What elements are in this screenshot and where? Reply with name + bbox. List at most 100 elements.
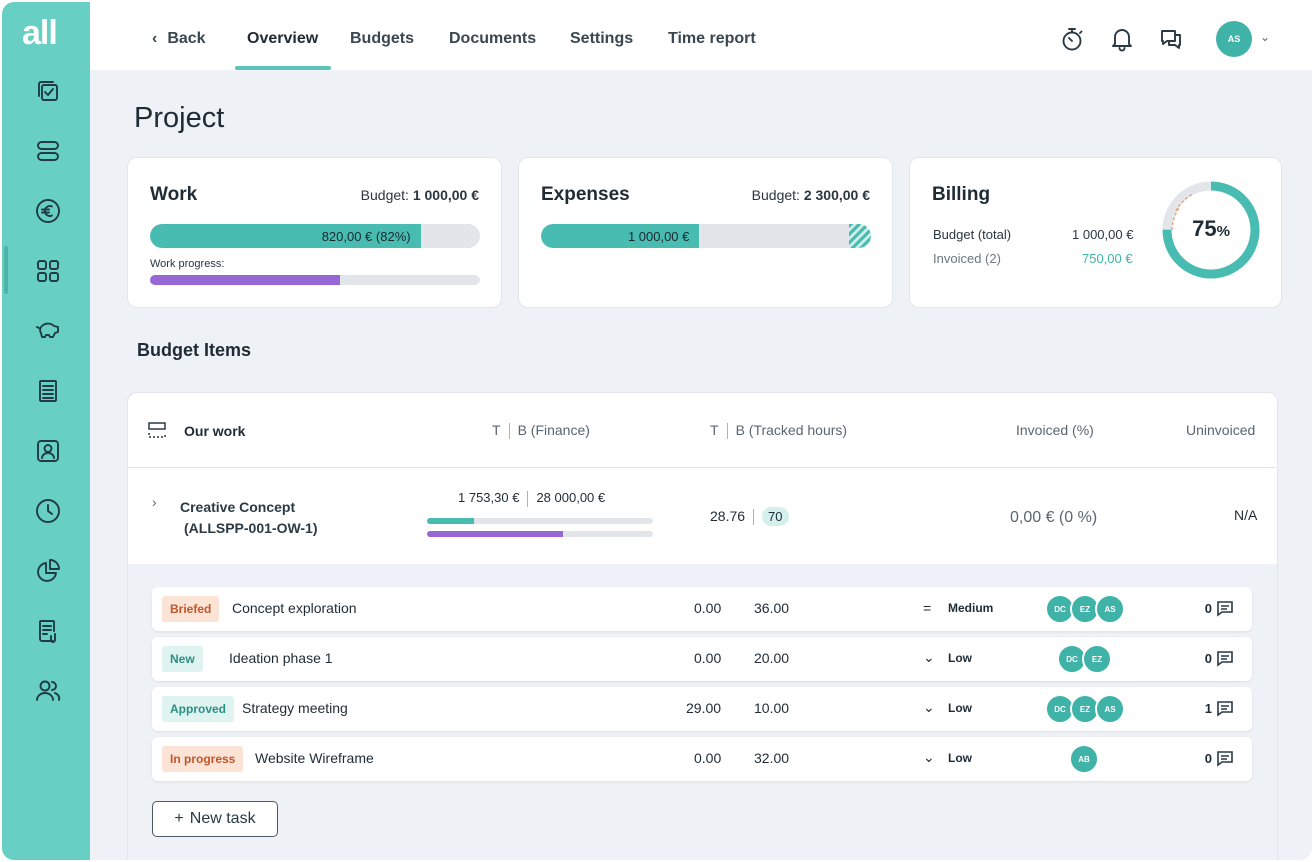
budget-item-name[interactable]: Creative Concept (ALLSPP-001-OW-1) — [180, 499, 318, 536]
sidebar-active-indicator — [4, 246, 8, 294]
chat-icon[interactable] — [1158, 26, 1184, 52]
comments[interactable]: 0 — [1205, 649, 1234, 667]
page-title: Project — [134, 102, 225, 134]
billing-donut — [1162, 181, 1260, 279]
work-progress-fill — [150, 275, 340, 285]
budget-items-title: Budget Items — [137, 340, 252, 360]
task-row[interactable]: Briefed Concept exploration 0.00 36.00 =… — [152, 587, 1252, 631]
billing-title: Billing — [932, 184, 991, 205]
back-button[interactable]: ‹ Back — [152, 30, 206, 47]
task-priority[interactable]: Low — [948, 651, 972, 665]
task-priority[interactable]: Low — [948, 751, 972, 765]
task-list: Briefed Concept exploration 0.00 36.00 =… — [128, 564, 1277, 860]
users-icon[interactable] — [33, 676, 63, 706]
chevron-down-icon[interactable]: ⌄ — [1260, 30, 1271, 44]
comment-icon — [1217, 701, 1233, 717]
billing-budget-value: 1 000,00 € — [1072, 227, 1134, 242]
budget-item-invoiced: 0,00 € (0 %) — [1010, 509, 1098, 526]
expenses-budget-bar: 1 000,00 € — [541, 224, 871, 248]
sidebar: all — [2, 2, 90, 860]
assignee-avatar[interactable]: AB — [1069, 744, 1099, 774]
task-tracked: 29.00 — [686, 700, 722, 716]
work-progress-bar — [150, 275, 480, 285]
col-invoiced: Invoiced (%) — [1016, 422, 1094, 438]
budget-item-uninvoiced: N/A — [1234, 507, 1258, 523]
assignee-avatar[interactable]: EZ — [1082, 644, 1112, 674]
projects-icon[interactable] — [33, 136, 63, 166]
billing-budget-label: Budget (total) — [933, 227, 1012, 242]
tab-documents[interactable]: Documents — [449, 30, 537, 47]
task-priority[interactable]: Medium — [948, 601, 994, 615]
dashboard-grid-icon[interactable] — [33, 256, 63, 286]
billing-invoiced-label: Invoiced (2) — [933, 251, 1001, 266]
stopwatch-icon[interactable] — [1059, 26, 1085, 52]
tab-settings[interactable]: Settings — [570, 30, 634, 47]
expenses-budget-fill: 1 000,00 € — [541, 224, 700, 248]
invoice-icon[interactable] — [33, 616, 63, 646]
priority-medium-icon: = — [923, 600, 932, 616]
piggy-bank-icon[interactable] — [33, 316, 63, 346]
task-tracked: 0.00 — [694, 750, 722, 766]
task-name[interactable]: Website Wireframe — [255, 750, 374, 766]
plus-icon: + — [174, 810, 184, 827]
contact-card-icon[interactable] — [33, 436, 63, 466]
active-tab-indicator — [235, 66, 331, 70]
new-task-button[interactable]: + New task — [152, 801, 278, 837]
work-progress-label: Work progress: — [150, 258, 225, 270]
task-priority[interactable]: Low — [948, 701, 972, 715]
tasks-icon[interactable] — [33, 76, 63, 106]
task-name[interactable]: Strategy meeting — [242, 700, 348, 716]
finance-bar-fill — [427, 518, 475, 524]
ledger-icon[interactable] — [33, 376, 63, 406]
billing-percent: 75% — [1192, 216, 1230, 241]
app-logo[interactable]: all — [22, 14, 58, 52]
comments[interactable]: 1 — [1205, 699, 1234, 717]
budget-item-finance: 1 753,30 €28 000,00 € — [458, 490, 606, 507]
comments[interactable]: 0 — [1205, 599, 1234, 617]
assignee-avatar[interactable]: AS — [1095, 594, 1125, 624]
work-budget: Budget: 1 000,00 € — [360, 187, 479, 203]
budget-item-row[interactable]: › Creative Concept (ALLSPP-001-OW-1) 1 7… — [128, 468, 1277, 564]
work-budget-bar: 820,00 € (82%) — [150, 224, 480, 248]
divider — [753, 509, 755, 526]
comment-icon — [1217, 751, 1233, 767]
tab-time-report[interactable]: Time report — [668, 30, 756, 47]
priority-low-icon: ⌄ — [923, 699, 935, 715]
expenses-card: Expenses Budget: 2 300,00 € 1 000,00 € — [518, 157, 893, 308]
task-tracked: 0.00 — [694, 600, 722, 616]
pie-chart-icon[interactable] — [33, 556, 63, 586]
clock-icon[interactable] — [33, 496, 63, 526]
donut-pending-outline — [1175, 193, 1194, 212]
billing-invoiced-value: 750,00 € — [1082, 251, 1133, 266]
expenses-pending-hatch — [849, 224, 871, 248]
task-row[interactable]: New Ideation phase 1 0.00 20.00 ⌄ Low DC… — [152, 637, 1252, 681]
expenses-budget: Budget: 2 300,00 € — [751, 187, 870, 203]
euro-icon[interactable] — [33, 196, 63, 226]
task-row[interactable]: Approved Strategy meeting 29.00 10.00 ⌄ … — [152, 687, 1252, 731]
task-budget: 20.00 — [754, 650, 790, 666]
task-name[interactable]: Concept exploration — [232, 600, 357, 616]
comment-icon — [1217, 601, 1233, 617]
assignee-avatar[interactable]: AS — [1095, 694, 1125, 724]
tab-overview[interactable]: Overview — [247, 30, 319, 47]
task-tracked: 0.00 — [694, 650, 722, 666]
tab-budgets[interactable]: Budgets — [350, 30, 414, 47]
billing-card: Billing Budget (total) 1 000,00 € Invoic… — [909, 157, 1282, 308]
work-card: Work Budget: 1 000,00 € 820,00 € (82%) W… — [127, 157, 502, 308]
task-name[interactable]: Ideation phase 1 — [229, 650, 333, 666]
task-budget: 36.00 — [754, 600, 790, 616]
progress-bar-fill — [427, 531, 563, 537]
user-avatar[interactable]: AS — [1216, 21, 1252, 57]
status-badge[interactable]: Approved — [162, 696, 235, 722]
chevron-right-icon[interactable]: › — [152, 494, 157, 510]
bell-icon[interactable] — [1109, 26, 1135, 52]
status-badge[interactable]: In progress — [162, 746, 244, 772]
progress-bar — [427, 531, 653, 537]
status-badge[interactable]: New — [162, 646, 203, 672]
task-row[interactable]: In progress Website Wireframe 0.00 32.00… — [152, 737, 1252, 781]
status-badge[interactable]: Briefed — [162, 596, 220, 622]
comments[interactable]: 0 — [1205, 749, 1234, 767]
